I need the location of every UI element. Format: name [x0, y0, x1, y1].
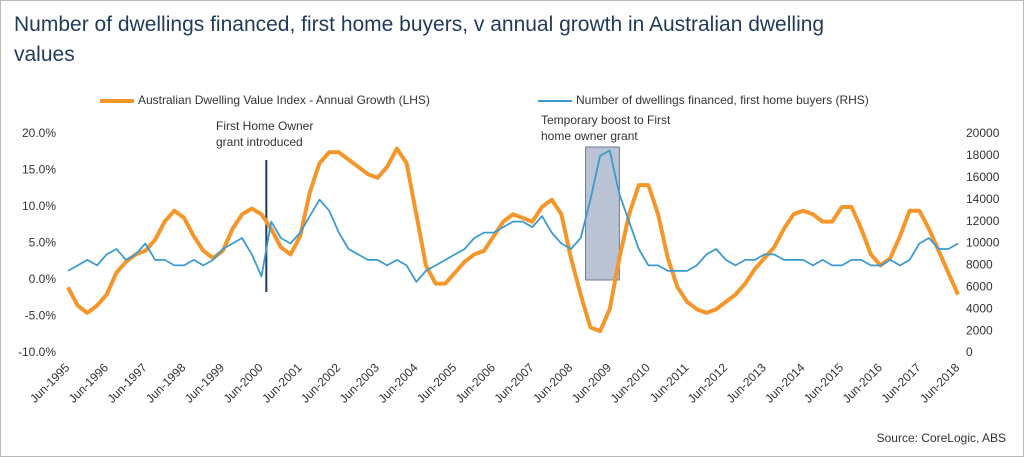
x-tick-label: Jun-2008: [530, 360, 576, 406]
y2-tick-label: 20000: [966, 126, 1000, 140]
y-tick-label: 15.0%: [22, 163, 56, 177]
source: Source: CoreLogic, ABS: [877, 431, 1006, 445]
legend-label: Australian Dwelling Value Index - Annual…: [138, 93, 430, 107]
y2-tick-label: 14000: [966, 192, 1000, 206]
y-tick-label: -10.0%: [18, 345, 56, 359]
x-tick-label: Jun-2015: [801, 360, 847, 406]
y2-tick-label: 12000: [966, 214, 1000, 228]
highlight-region: [585, 146, 620, 281]
x-tick-label: Jun-2016: [840, 360, 886, 406]
x-tick-label: Jun-2000: [221, 360, 267, 406]
x-tick-label: Jun-2013: [724, 360, 770, 406]
series-line: [67, 149, 959, 283]
x-tick-label: Jun-2007: [491, 360, 537, 406]
x-tick-label: Jun-2009: [569, 360, 615, 406]
annotation: First Home Owner: [216, 119, 313, 133]
y2-tick-label: 10000: [966, 236, 1000, 250]
x-tick-label: Jun-2003: [337, 360, 383, 406]
annotation: home owner grant: [541, 129, 638, 143]
y2-tick-label: 8000: [966, 258, 993, 272]
chart-title: Number of dwellings financed, first home…: [14, 13, 825, 66]
x-tick-label: Jun-1998: [143, 360, 189, 406]
x-tick-label: Jun-2012: [685, 360, 731, 406]
y2-tick-label: 4000: [966, 301, 993, 315]
x-tick-label: Jun-2018: [917, 360, 963, 406]
x-tick-label: Jun-2004: [375, 360, 421, 406]
y-tick-label: -5.0%: [25, 309, 57, 323]
x-tick-label: Jun-1999: [182, 360, 228, 406]
y-tick-label: 20.0%: [22, 126, 56, 140]
x-tick-label: Jun-2010: [608, 360, 654, 406]
x-tick-label: Jun-1997: [104, 360, 150, 406]
x-tick-label: Jun-2014: [762, 360, 808, 406]
x-tick-label: Jun-2002: [298, 360, 344, 406]
x-tick-label: Jun-2011: [647, 360, 692, 405]
series-line: [66, 146, 960, 334]
y-tick-label: 0.0%: [29, 272, 57, 286]
y2-tick-label: 2000: [966, 323, 993, 337]
y-tick-label: 5.0%: [29, 236, 57, 250]
y2-tick-label: 18000: [966, 148, 1000, 162]
annotation: grant introduced: [216, 135, 303, 149]
x-tick-label: Jun-2017: [878, 360, 924, 406]
y-tick-label: 10.0%: [22, 199, 56, 213]
legend-label: Number of dwellings financed, first home…: [576, 93, 869, 107]
annotation: Temporary boost to First: [541, 113, 671, 127]
y2-tick-label: 6000: [966, 279, 993, 293]
x-tick-label: Jun-1996: [66, 360, 112, 406]
x-tick-label: Jun-2005: [414, 360, 460, 406]
x-tick-label: Jun-1995: [27, 360, 73, 406]
y2-tick-label: 0: [966, 345, 973, 359]
x-tick-label: Jun-2001: [259, 360, 305, 406]
y2-tick-label: 16000: [966, 170, 1000, 184]
x-tick-label: Jun-2006: [453, 360, 499, 406]
